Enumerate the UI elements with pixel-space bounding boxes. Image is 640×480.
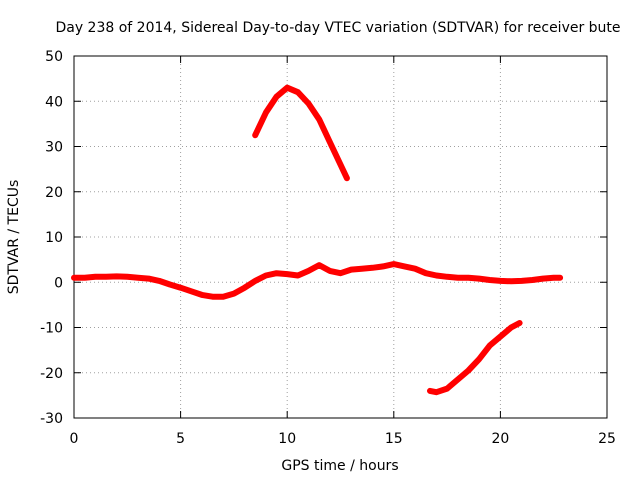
- y-axis-label: SDTVAR / TECUs: [6, 180, 22, 295]
- chart-title: Day 238 of 2014, Sidereal Day-to-day VTE…: [55, 20, 620, 36]
- y-tick-label: -30: [40, 411, 63, 427]
- x-tick-label: 0: [70, 431, 79, 447]
- y-tick-label: 20: [45, 185, 63, 201]
- x-axis-label: GPS time / hours: [281, 458, 398, 474]
- series-group: [71, 84, 564, 396]
- x-tick-label: 5: [176, 431, 185, 447]
- series-line-arc-high: [252, 84, 350, 182]
- x-tick-label: 25: [598, 431, 616, 447]
- series-line-arc-low: [427, 320, 523, 396]
- series-line-arc-main: [71, 261, 564, 300]
- y-tick-label: -10: [40, 321, 63, 337]
- y-tick-label: 50: [45, 49, 63, 65]
- plot-frame: [73, 55, 608, 419]
- y-tick-label: 10: [45, 230, 63, 246]
- axis-ticks: 0 5 10 15 20 25 -30 -20 -10 0 10 20 30 40 50: [40, 49, 616, 447]
- x-tick-label: 15: [385, 431, 403, 447]
- grid-lines: [74, 56, 607, 418]
- x-tick-label: 10: [278, 431, 296, 447]
- y-tick-label: 0: [54, 275, 63, 291]
- y-tick-label: -20: [40, 366, 63, 382]
- y-tick-label: 40: [45, 94, 63, 110]
- y-tick-label: 30: [45, 140, 63, 156]
- x-tick-label: 20: [491, 431, 509, 447]
